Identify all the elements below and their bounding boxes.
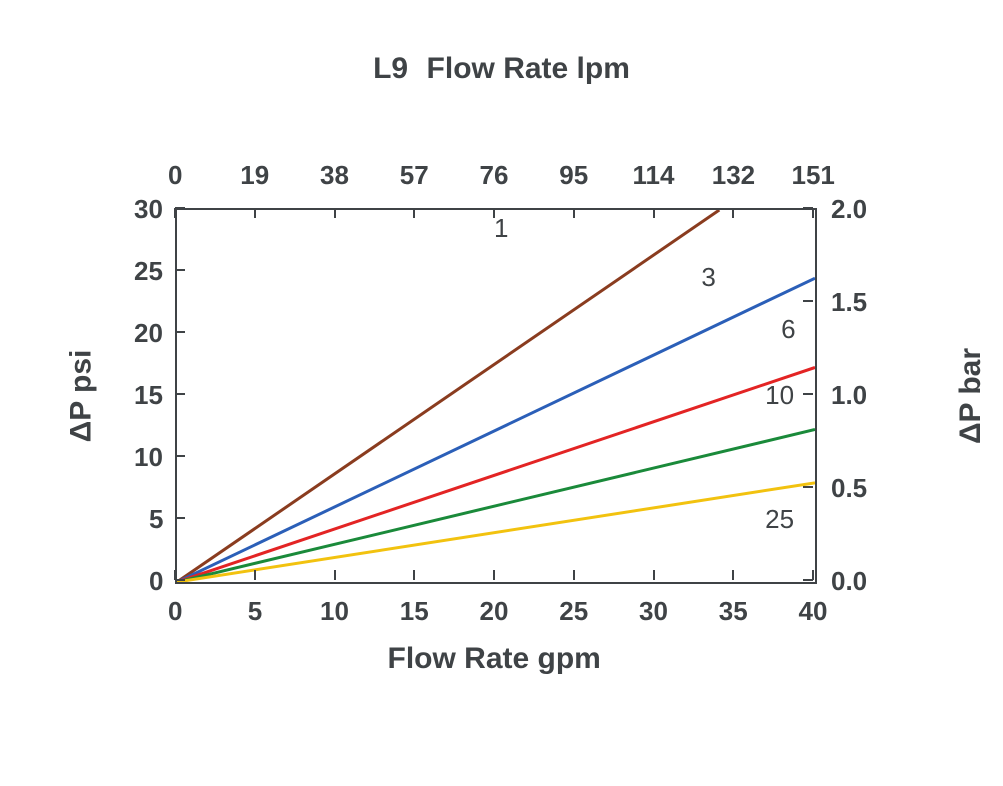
x-bottom-tick-label: 20 bbox=[480, 596, 509, 627]
x-top-tick-label: 38 bbox=[320, 160, 349, 191]
y-right-tick bbox=[803, 300, 813, 302]
x-top-tick bbox=[254, 208, 256, 218]
x-bottom-tick bbox=[413, 570, 415, 580]
y-left-tick bbox=[175, 207, 185, 209]
x-bottom-tick-label: 35 bbox=[719, 596, 748, 627]
x-bottom-tick bbox=[732, 570, 734, 580]
y-right-tick bbox=[803, 207, 813, 209]
series-label-1: 1 bbox=[494, 213, 508, 244]
y-right-tick-label: 0.0 bbox=[831, 566, 867, 597]
series-label-25: 25 bbox=[765, 504, 794, 535]
series-label-6: 6 bbox=[781, 314, 795, 345]
x-bottom-tick-label: 15 bbox=[400, 596, 429, 627]
x-bottom-tick-label: 0 bbox=[168, 596, 182, 627]
series-line-6 bbox=[177, 367, 815, 582]
x-bottom-tick-label: 40 bbox=[799, 596, 828, 627]
y-left-tick bbox=[175, 579, 185, 581]
x-top-tick-label: 57 bbox=[400, 160, 429, 191]
y-left-tick-label: 20 bbox=[134, 318, 163, 349]
y-left-tick-label: 5 bbox=[149, 504, 163, 535]
chart-container: L9 Flow Rate lpm ΔP psi ΔP bar Flow Rate… bbox=[0, 0, 1003, 786]
y-left-tick bbox=[175, 269, 185, 271]
x-bottom-tick-label: 25 bbox=[559, 596, 588, 627]
top-title-row: L9 Flow Rate lpm bbox=[0, 52, 1003, 86]
y-right-tick bbox=[803, 486, 813, 488]
x-bottom-tick bbox=[334, 570, 336, 580]
x-top-tick-label: 95 bbox=[559, 160, 588, 191]
x-bottom-tick bbox=[573, 570, 575, 580]
x-top-tick bbox=[653, 208, 655, 218]
y-left-tick bbox=[175, 517, 185, 519]
x-top-tick bbox=[334, 208, 336, 218]
series-line-3 bbox=[177, 278, 815, 582]
y-right-tick bbox=[803, 393, 813, 395]
y-left-tick-label: 25 bbox=[134, 256, 163, 287]
series-label-3: 3 bbox=[701, 262, 715, 293]
series-line-25 bbox=[177, 483, 815, 582]
y-left-tick-label: 0 bbox=[149, 566, 163, 597]
plot-area bbox=[175, 208, 817, 584]
y-right-tick bbox=[803, 579, 813, 581]
x-top-tick-label: 132 bbox=[712, 160, 755, 191]
y-right-tick-label: 1.5 bbox=[831, 287, 867, 318]
series-line-10 bbox=[177, 429, 815, 582]
x-top-tick-label: 151 bbox=[792, 160, 835, 191]
series-label-10: 10 bbox=[765, 380, 794, 411]
y-axis-left-label: ΔP psi bbox=[64, 350, 98, 443]
x-bottom-tick bbox=[493, 570, 495, 580]
x-top-tick bbox=[174, 208, 176, 218]
top-axis-title: Flow Rate lpm bbox=[427, 52, 630, 85]
x-top-tick bbox=[812, 208, 814, 218]
x-bottom-tick-label: 10 bbox=[320, 596, 349, 627]
y-left-tick-label: 30 bbox=[134, 194, 163, 225]
series-svg bbox=[177, 210, 815, 582]
chart-prefix: L9 bbox=[373, 52, 408, 85]
x-top-tick-label: 19 bbox=[240, 160, 269, 191]
y-right-tick-label: 2.0 bbox=[831, 194, 867, 225]
x-top-tick bbox=[573, 208, 575, 218]
x-bottom-tick-label: 5 bbox=[248, 596, 262, 627]
x-top-tick-label: 0 bbox=[168, 160, 182, 191]
x-bottom-tick-label: 30 bbox=[639, 596, 668, 627]
series-line-1 bbox=[177, 210, 719, 582]
x-bottom-tick bbox=[254, 570, 256, 580]
y-left-tick-label: 10 bbox=[134, 442, 163, 473]
y-left-tick bbox=[175, 331, 185, 333]
y-axis-right-label: ΔP bar bbox=[954, 348, 988, 444]
x-axis-bottom-label: Flow Rate gpm bbox=[388, 642, 601, 676]
y-right-tick-label: 0.5 bbox=[831, 473, 867, 504]
y-right-tick-label: 1.0 bbox=[831, 380, 867, 411]
x-top-tick-label: 114 bbox=[633, 160, 675, 191]
y-left-tick bbox=[175, 455, 185, 457]
y-left-tick-label: 15 bbox=[134, 380, 163, 411]
x-top-tick bbox=[413, 208, 415, 218]
y-left-tick bbox=[175, 393, 185, 395]
x-top-tick-label: 76 bbox=[480, 160, 509, 191]
x-top-tick bbox=[732, 208, 734, 218]
x-bottom-tick bbox=[653, 570, 655, 580]
